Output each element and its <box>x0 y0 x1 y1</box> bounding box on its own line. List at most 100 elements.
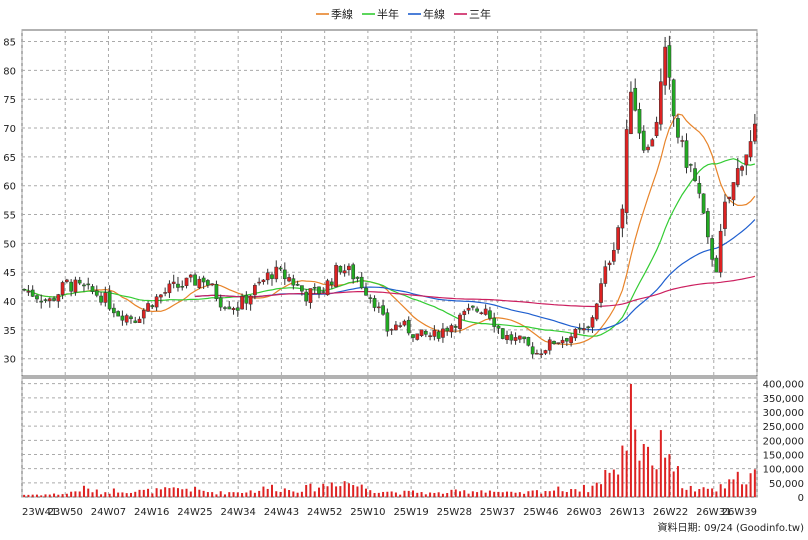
date-tick-label: 25W10 <box>350 507 385 518</box>
volume-bar <box>172 487 175 497</box>
volume-bar <box>253 492 256 497</box>
volume-bar <box>142 489 145 497</box>
candle-body <box>112 307 116 314</box>
candle-body <box>129 316 133 320</box>
volume-bar <box>300 491 303 497</box>
price-tick-label: 40 <box>3 297 16 308</box>
candle-body <box>659 81 663 125</box>
candle-body <box>394 324 398 331</box>
volume-bar <box>147 488 150 497</box>
volume-bar <box>74 491 77 497</box>
candle-body <box>261 279 266 282</box>
candle-body <box>483 308 488 315</box>
volume-bar <box>651 465 654 497</box>
candle-body <box>154 296 159 308</box>
legend-label-0: 季線 <box>331 7 353 21</box>
candle-body <box>35 295 39 300</box>
volume-bar <box>548 491 551 497</box>
volume-bar <box>91 492 94 497</box>
candle-body <box>304 291 309 302</box>
candle-body <box>244 295 249 304</box>
volume-bar <box>339 486 342 497</box>
volume-bar <box>557 486 560 497</box>
volume-bar <box>664 457 667 497</box>
volume-bar <box>176 488 179 497</box>
volume-bar <box>561 491 564 497</box>
candle-body <box>629 91 633 135</box>
volume-bar <box>689 485 692 497</box>
data-date-footer: 資料日期: 09/24 (Goodinfo.tw) <box>657 521 804 534</box>
candle-body <box>676 118 680 138</box>
volume-bar <box>236 492 239 497</box>
volume-bar <box>694 491 697 497</box>
volume-bar <box>407 490 410 497</box>
candle-body <box>663 46 667 86</box>
volume-bar <box>399 494 402 497</box>
candle-body <box>334 265 338 288</box>
volume-bar <box>87 488 90 497</box>
candle-body <box>505 335 509 341</box>
volume-bar <box>82 485 85 497</box>
volume-bar <box>493 491 496 497</box>
candle-body <box>646 146 650 151</box>
candle-body <box>26 291 31 293</box>
volume-bar <box>194 486 197 497</box>
candle-body <box>235 307 240 311</box>
volume-bar <box>241 493 244 497</box>
volume-bar <box>488 490 491 497</box>
candle-body <box>701 193 706 214</box>
volume-bar <box>373 492 376 497</box>
candle-body <box>47 298 52 302</box>
candle-body <box>82 284 86 287</box>
volume-bar <box>283 488 286 497</box>
volume-bar <box>587 492 590 497</box>
candle-body <box>116 311 120 317</box>
volume-bar <box>292 491 295 497</box>
volume-bar <box>501 492 504 497</box>
volume-bar <box>386 491 389 497</box>
price-tick-label: 55 <box>3 211 16 222</box>
volume-bar <box>471 491 474 497</box>
candle-body <box>265 272 270 281</box>
price-axis: 30 35 40 45 50 55 60 65 70 75 80 85 <box>3 38 16 366</box>
candle-body <box>389 329 394 331</box>
candle-body <box>406 319 411 334</box>
volume-bar <box>61 494 64 497</box>
volume-bar <box>343 481 346 497</box>
candle-body <box>52 298 56 301</box>
date-tick-label: 24W34 <box>221 507 256 518</box>
candle-body <box>735 168 740 185</box>
volume-bar <box>95 489 98 497</box>
volume-bar <box>65 493 68 497</box>
candle-body <box>723 201 727 229</box>
candle-body <box>684 140 689 168</box>
volume-bar <box>446 492 449 497</box>
volume-bar <box>540 493 543 497</box>
candle-body <box>86 283 91 286</box>
volume-bar <box>514 492 517 497</box>
volume-bar <box>44 494 47 497</box>
volume-tick-label: 0 <box>798 493 804 504</box>
volume-bar <box>463 490 466 497</box>
legend-label-1: 半年 <box>377 7 399 21</box>
candle-body <box>227 306 232 310</box>
volume-bar <box>382 491 385 497</box>
volume-bar <box>121 492 124 497</box>
volume-bar <box>138 489 141 497</box>
volume-bar <box>159 489 162 497</box>
volume-bar <box>647 446 650 497</box>
candle-body <box>372 298 377 308</box>
candle-body <box>748 141 753 158</box>
candle-body <box>697 183 702 194</box>
volume-bar <box>211 492 214 497</box>
volume-tick-label: 150,000 <box>763 451 804 462</box>
volume-bar <box>676 466 679 497</box>
volume-bar <box>420 492 423 497</box>
candle-body <box>744 154 749 166</box>
date-tick-label: 25W46 <box>523 507 558 518</box>
candle-body <box>188 274 193 278</box>
volume-bar <box>309 483 312 497</box>
volume-bar <box>164 487 167 497</box>
candle-body <box>325 280 330 296</box>
candle-body <box>637 109 642 134</box>
